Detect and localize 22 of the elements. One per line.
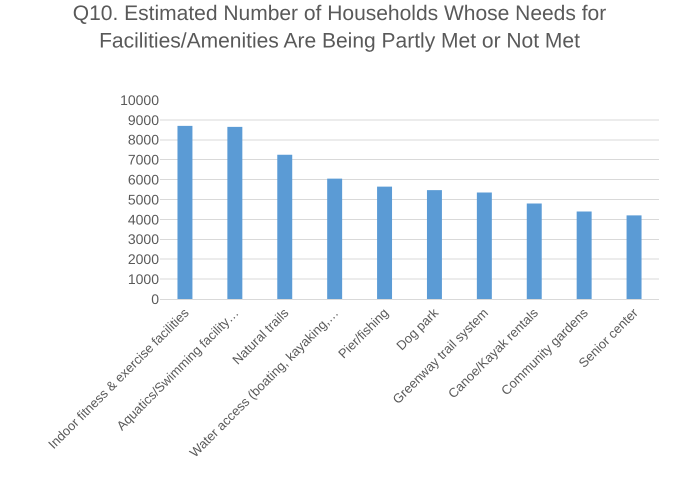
bar xyxy=(576,211,592,299)
y-tick-label: 0 xyxy=(151,290,160,307)
y-tick-label: 1000 xyxy=(128,271,160,287)
bar xyxy=(526,203,542,299)
bar xyxy=(327,178,342,299)
y-tick-label: 8000 xyxy=(128,132,160,148)
y-tick-label: 7000 xyxy=(128,152,160,168)
y-tick-label: 5000 xyxy=(128,191,160,208)
bar xyxy=(377,186,392,299)
y-tick-label: 9000 xyxy=(128,112,160,128)
y-tick-label: 4000 xyxy=(128,211,160,228)
bar xyxy=(626,215,642,299)
bar xyxy=(426,190,442,299)
y-tick-label: 3000 xyxy=(128,231,160,248)
y-tick-label: 6000 xyxy=(128,172,160,188)
bar xyxy=(277,154,292,299)
bar xyxy=(227,126,242,299)
y-tick-label: 2000 xyxy=(128,251,160,268)
bar xyxy=(476,192,492,299)
chart-title: Q10. Estimated Number of Households Whose Needs for Facilities/Amenities Are Being Partly Met or Not Met xyxy=(72,2,606,52)
bar xyxy=(177,126,192,299)
y-tick-label: 10000 xyxy=(120,92,160,108)
